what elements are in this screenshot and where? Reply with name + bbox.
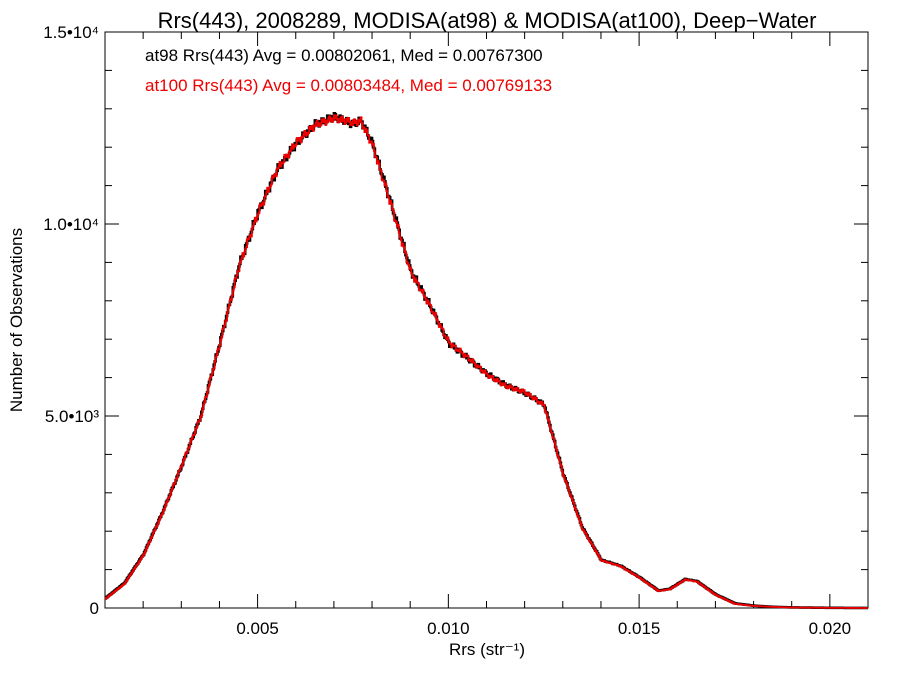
annotation-at100-stats: at100 Rrs(443) Avg = 0.00803484, Med = 0… (145, 76, 552, 95)
plot-frame (104, 31, 869, 609)
series-at100-histogram (105, 114, 868, 609)
annotation-at98-stats: at98 Rrs(443) Avg = 0.00802061, Med = 0.… (145, 46, 543, 65)
x-tick-label: 0.005 (236, 619, 279, 638)
x-tick-label: 0.010 (427, 619, 470, 638)
x-axis-ticks: 0.005 0.010 0.015 0.020 (104, 32, 869, 638)
plot-area-border (104, 31, 869, 609)
y-axis-ticks: 0 5.0•10³ 1.0•10⁴ 1.5•10⁴ (43, 23, 868, 618)
y-tick-label: 1.5•10⁴ (43, 23, 99, 42)
y-tick-label: 0 (90, 599, 99, 618)
x-tick-label: 0.015 (618, 619, 661, 638)
y-tick-label: 5.0•10³ (45, 407, 99, 426)
series-group (104, 112, 869, 610)
x-tick-label: 0.020 (809, 619, 852, 638)
chart-title: Rrs(443), 2008289, MODISA(at98) & MODISA… (158, 8, 817, 33)
y-tick-label: 1.0•10⁴ (43, 215, 99, 234)
x-axis-label: Rrs (str⁻¹) (449, 640, 525, 659)
series-at98-histogram (104, 112, 869, 610)
y-axis-label: Number of Observations (7, 228, 26, 412)
